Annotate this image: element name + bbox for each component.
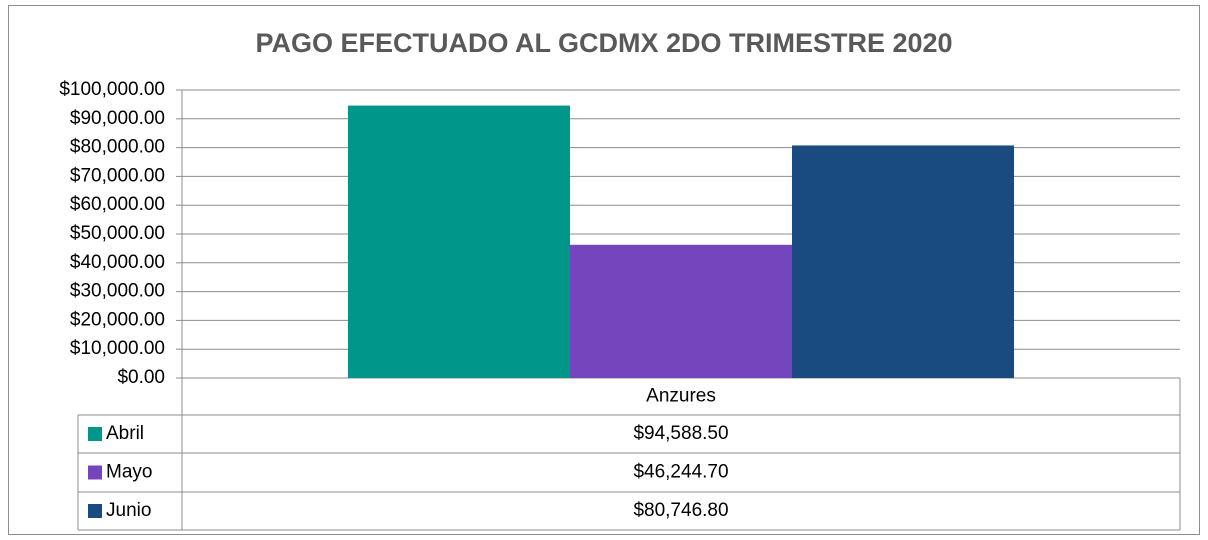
legend-label: Abril [106, 423, 144, 444]
x-tick-label: Anzures [646, 386, 716, 407]
table-value: $46,244.70 [633, 462, 728, 483]
y-tick-label: $80,000.00 [70, 137, 165, 158]
y-tick-label: $90,000.00 [70, 108, 165, 129]
y-tick-label: $70,000.00 [70, 165, 165, 186]
y-tick-label: $30,000.00 [70, 281, 165, 302]
legend-label: Mayo [106, 462, 152, 483]
y-tick-label: $50,000.00 [70, 223, 165, 244]
legend-swatch [88, 427, 102, 441]
legend-label: Junio [106, 500, 151, 521]
legend-swatch [88, 465, 102, 480]
bar [792, 145, 1014, 378]
legend-swatch [88, 504, 102, 518]
y-tick-label: $0.00 [117, 367, 165, 388]
y-tick-label: $10,000.00 [70, 338, 165, 359]
table-value: $80,746.80 [633, 500, 728, 521]
y-tick-label: $60,000.00 [70, 194, 165, 215]
bar [348, 105, 570, 379]
y-tick-label: $20,000.00 [70, 309, 165, 330]
bar [570, 244, 792, 378]
table-value: $94,588.50 [633, 423, 728, 444]
y-tick-label: $100,000.00 [59, 79, 165, 100]
chart-title: PAGO EFECTUADO AL GCDMX 2DO TRIMESTRE 20… [255, 28, 952, 58]
y-tick-label: $40,000.00 [70, 252, 165, 273]
